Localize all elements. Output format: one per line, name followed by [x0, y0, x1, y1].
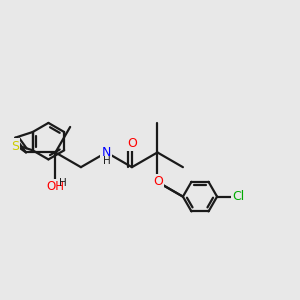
Text: Cl: Cl — [232, 190, 244, 203]
Text: H: H — [103, 156, 110, 166]
Text: N: N — [102, 146, 111, 159]
Text: S: S — [11, 140, 19, 153]
Text: OH: OH — [46, 180, 64, 193]
Text: H: H — [59, 178, 67, 188]
Text: O: O — [153, 176, 163, 188]
Text: O: O — [127, 137, 137, 150]
